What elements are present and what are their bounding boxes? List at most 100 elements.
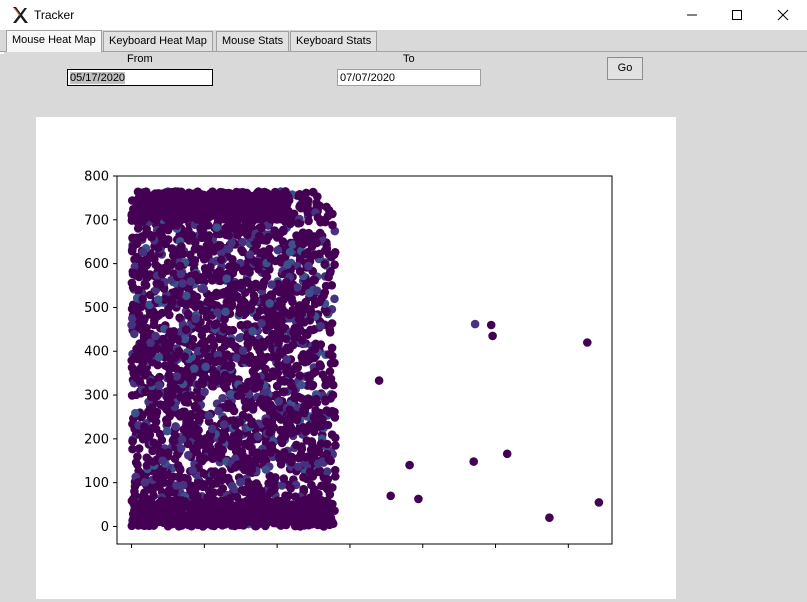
scatter-point [181, 424, 191, 434]
scatter-point [148, 446, 157, 456]
scatter-point [241, 463, 251, 472]
scatter-point [207, 424, 217, 434]
scatter-point [293, 283, 302, 292]
scatter-point [259, 449, 268, 458]
scatter-point [307, 519, 317, 529]
scatter-point [201, 362, 210, 372]
scatter-point [247, 443, 256, 452]
scatter-point [305, 467, 315, 477]
scatter-point [277, 438, 287, 448]
scatter-point [138, 247, 148, 257]
scatter-point [194, 426, 203, 435]
scatter-point [135, 519, 145, 528]
scatter-point [218, 445, 228, 455]
scatter-point [222, 339, 231, 348]
scatter-point [294, 453, 303, 463]
scatter-point [179, 480, 188, 490]
tab-keyboard-stats[interactable]: Keyboard Stats [290, 31, 378, 51]
go-button[interactable]: Go [607, 57, 643, 80]
scatter-point [237, 485, 247, 495]
scatter-point [207, 521, 217, 530]
scatter-point [155, 448, 164, 457]
scatter-point [220, 473, 229, 483]
scatter-point [173, 461, 183, 470]
scatter-point [177, 435, 187, 444]
scatter-point [215, 241, 225, 250]
scatter-point [242, 333, 252, 342]
scatter-point [325, 408, 334, 417]
scatter-point [257, 223, 266, 233]
scatter-point [175, 313, 184, 322]
scatter-point [277, 481, 287, 490]
scatter-point [308, 251, 318, 260]
maximize-button[interactable] [714, 0, 760, 30]
scatter-point [297, 380, 306, 390]
scatter-point [308, 325, 318, 335]
tab-mouse-heat-map[interactable]: Mouse Heat Map [6, 30, 102, 52]
scatter-point [142, 504, 151, 514]
minimize-button[interactable] [669, 0, 715, 30]
scatter-point [172, 504, 181, 514]
scatter-point [175, 471, 184, 481]
scatter-point [314, 489, 323, 499]
scatter-point [203, 234, 212, 244]
scatter-point [208, 336, 217, 345]
scatter-point [286, 484, 295, 493]
scatter-point [236, 477, 246, 487]
scatter-point [307, 439, 317, 448]
scatter-point [178, 511, 188, 520]
scatter-point [135, 269, 145, 279]
scatter-point [137, 232, 146, 242]
scatter-point [174, 249, 184, 259]
scatter-point [127, 320, 136, 330]
scatter-point [470, 319, 480, 329]
scatter-point [218, 484, 228, 493]
tab-keyboard-heat-map[interactable]: Keyboard Heat Map [103, 31, 213, 51]
scatter-point [168, 203, 178, 213]
scatter-point [211, 377, 220, 387]
scatter-point [319, 500, 329, 509]
scatter-point [297, 308, 307, 318]
scatter-point [225, 262, 234, 271]
scatter-point [253, 432, 263, 441]
scatter-point [294, 219, 303, 228]
scatter-point [215, 266, 224, 276]
y-tick-label: 400 [84, 345, 109, 360]
scatter-point [141, 281, 151, 290]
scatter-point [147, 413, 157, 423]
scatter-point [161, 470, 171, 480]
scatter-point [326, 359, 336, 368]
scatter-point [307, 501, 316, 511]
scatter-point [214, 290, 223, 300]
scatter-point [141, 387, 150, 397]
scatter-point [167, 196, 176, 205]
scatter-point [145, 515, 154, 524]
scatter-point [185, 500, 194, 510]
scatter-point [330, 294, 339, 304]
scatter-point [247, 419, 256, 429]
close-button[interactable] [760, 0, 806, 30]
scatter-point [172, 515, 181, 524]
scatter-point [322, 478, 331, 488]
scatter-point [233, 231, 242, 240]
to-date-input[interactable]: 07/07/2020 [337, 69, 481, 86]
scatter-point [255, 496, 265, 506]
scatter-point [311, 420, 320, 430]
scatter-point [202, 344, 211, 353]
scatter-point [314, 459, 323, 469]
scatter-point [320, 246, 330, 255]
tab-mouse-stats[interactable]: Mouse Stats [216, 31, 290, 51]
scatter-point [158, 334, 168, 344]
scatter-point [133, 452, 142, 461]
scatter-point [189, 189, 198, 199]
scatter-point [153, 262, 163, 272]
from-date-input[interactable]: 05/17/2020 [67, 69, 213, 86]
scatter-point [274, 512, 284, 521]
y-tick-label: 800 [84, 170, 109, 185]
scatter-point [266, 254, 275, 263]
scatter-point [216, 504, 226, 513]
to-date-value: 07/07/2020 [340, 72, 396, 84]
scatter-point [248, 327, 257, 336]
scatter-point [238, 410, 248, 420]
scatter-point [209, 193, 218, 202]
